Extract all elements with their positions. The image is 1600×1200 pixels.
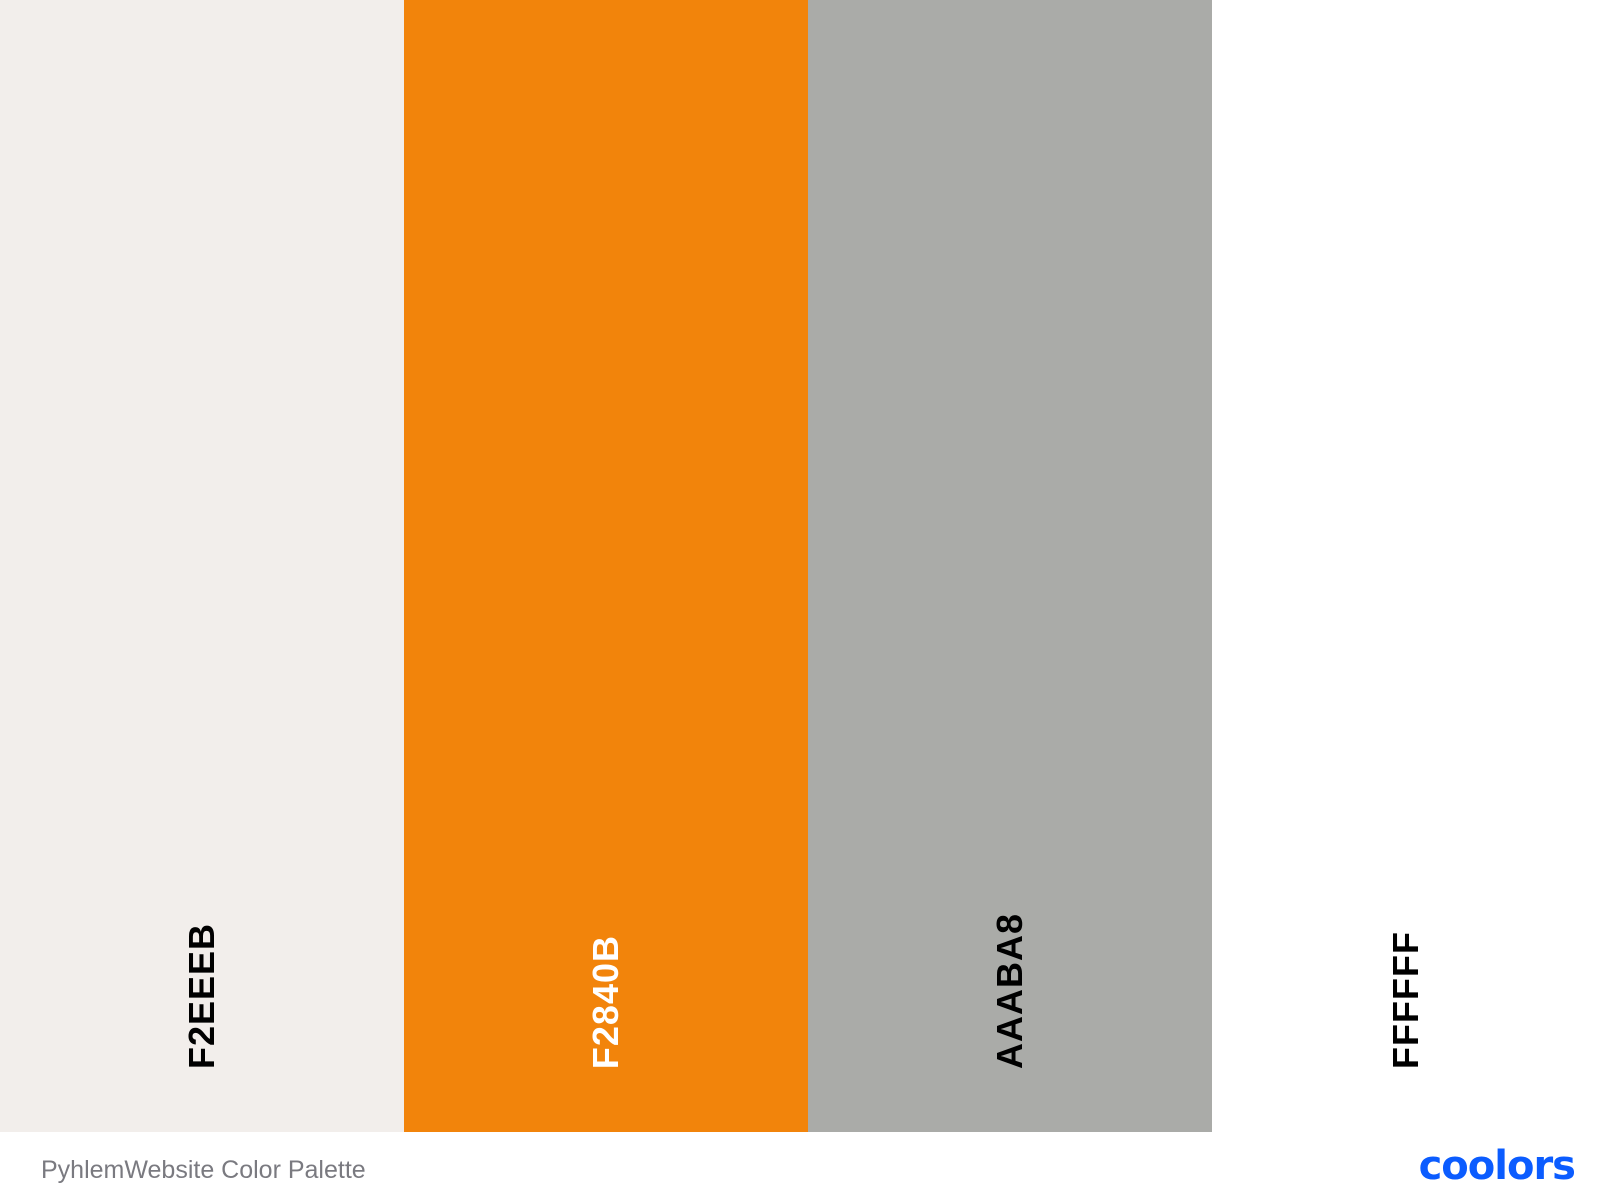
swatch-1-hex-label: F2EEEB [181,922,222,1069]
palette-title: PyhlemWebsite Color Palette [41,1156,366,1184]
color-palette: F2EEEB F2840B AAABA8 FFFFFF [0,0,1600,1132]
swatch-4[interactable]: FFFFFF [1212,0,1600,1132]
swatch-2-hex-label: F2840B [585,934,626,1069]
swatch-3[interactable]: AAABA8 [808,0,1212,1132]
swatch-4-hex-label: FFFFFF [1385,931,1426,1069]
swatch-1[interactable]: F2EEEB [0,0,404,1132]
swatch-2[interactable]: F2840B [404,0,808,1132]
swatch-3-hex-label: AAABA8 [989,912,1030,1069]
footer: PyhlemWebsite Color Palette coolors [0,1132,1600,1200]
coolors-logo[interactable]: coolors [1418,1143,1576,1189]
